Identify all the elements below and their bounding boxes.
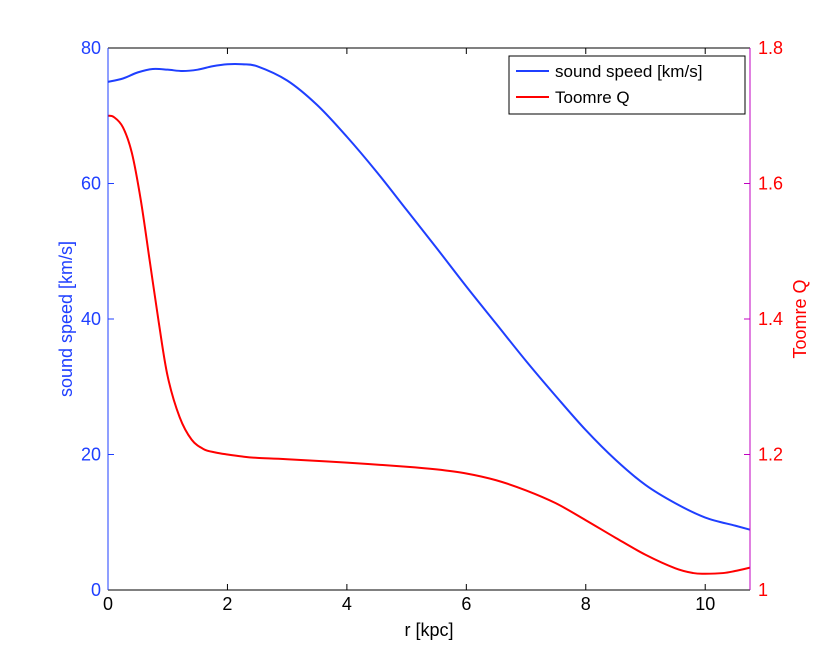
series-line-sound-speed bbox=[107, 63, 751, 531]
right-tick-label: 1.6 bbox=[758, 174, 783, 194]
legend-label-toomre-q: Toomre Q bbox=[555, 88, 630, 107]
x-axis-ticks: 0 2 4 6 8 10 bbox=[103, 48, 715, 614]
right-axis-title: Toomre Q bbox=[790, 279, 810, 358]
x-tick-label: 8 bbox=[581, 594, 591, 614]
x-tick-label: 4 bbox=[342, 594, 352, 614]
left-tick-label: 20 bbox=[81, 445, 101, 465]
x-tick-label: 10 bbox=[695, 594, 715, 614]
left-axis-ticks: 0 20 40 60 80 bbox=[81, 38, 114, 600]
left-axis-title: sound speed [km/s] bbox=[56, 241, 76, 397]
x-tick-label: 6 bbox=[461, 594, 471, 614]
left-tick-label: 60 bbox=[81, 174, 101, 194]
left-tick-label: 80 bbox=[81, 38, 101, 58]
left-tick-label: 40 bbox=[81, 309, 101, 329]
x-tick-label: 2 bbox=[222, 594, 232, 614]
right-tick-label: 1 bbox=[758, 580, 768, 600]
legend-label-sound-speed: sound speed [km/s] bbox=[555, 62, 702, 81]
x-tick-label: 0 bbox=[103, 594, 113, 614]
right-tick-label: 1.2 bbox=[758, 445, 783, 465]
right-tick-label: 1.8 bbox=[758, 38, 783, 58]
legend: sound speed [km/s] Toomre Q bbox=[508, 55, 746, 115]
left-tick-label: 0 bbox=[91, 580, 101, 600]
legend-box bbox=[508, 55, 746, 115]
plot-area bbox=[108, 48, 750, 590]
x-axis-title: r [kpc] bbox=[404, 620, 453, 640]
right-tick-label: 1.4 bbox=[758, 309, 783, 329]
series-line-toomre-q bbox=[107, 114, 751, 575]
